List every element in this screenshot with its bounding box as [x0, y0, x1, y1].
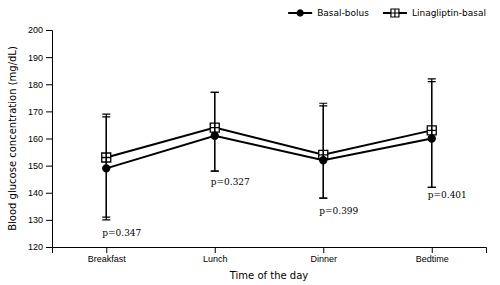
chart: 120 130 140 150 160 170 180 190 200 Breakfast Lunc… [0, 0, 500, 285]
error-bar-upper [102, 117, 110, 169]
legend-item: Basal-bolus [288, 8, 369, 18]
x-tick-mark [215, 247, 216, 253]
legend-marker [391, 9, 399, 17]
x-axis-title: Time of the day [229, 270, 309, 281]
y-tick: 160 [28, 134, 52, 144]
p-value: p=0.401 [428, 190, 467, 200]
y-tick-label: 170 [28, 107, 43, 117]
error-bar-lower [319, 160, 327, 198]
y-tick-mark [46, 139, 52, 140]
y-tick-label: 140 [28, 188, 43, 198]
y-axis-line [46, 31, 53, 248]
x-tick: Bedtime [416, 247, 449, 264]
y-tick: 170 [28, 107, 52, 117]
point [428, 135, 435, 142]
y-tick-mark [46, 247, 52, 248]
y-tick: 130 [28, 215, 52, 225]
error-bar-upper [319, 106, 327, 160]
error-bar-lower [428, 139, 436, 188]
x-tick: Dinner [310, 247, 337, 264]
y-tick-label: 190 [28, 53, 43, 63]
legend-label: Basal-bolus [317, 8, 369, 18]
x-axis: Breakfast Lunch Dinner Bedtime [53, 247, 487, 264]
error-bar-lower [102, 168, 110, 220]
error-bar-upper [211, 92, 219, 135]
x-tick-label: Breakfast [88, 254, 127, 264]
y-tick-mark [46, 30, 52, 31]
x-tick-label: Dinner [310, 254, 337, 264]
y-tick-label: 180 [28, 80, 43, 90]
point [320, 157, 327, 164]
legend-item: Linagliptin-basal [383, 8, 486, 18]
y-tick-mark [46, 220, 52, 221]
y-tick-mark [46, 57, 52, 58]
error-bar-lower [428, 130, 436, 187]
marks [102, 79, 437, 220]
x-axis-line [53, 248, 487, 254]
point [103, 165, 110, 172]
y-tick: 200 [28, 25, 52, 35]
x-tick-mark [432, 247, 433, 253]
y-tick-label: 150 [28, 161, 43, 171]
x-tick: Breakfast [88, 247, 127, 264]
p-value: p=0.399 [319, 206, 358, 216]
point [211, 132, 218, 139]
p-value: p=0.347 [102, 228, 141, 238]
series [102, 82, 436, 220]
x-tick-label: Bedtime [416, 254, 449, 264]
y-tick-label: 130 [28, 215, 43, 225]
y-tick: 180 [28, 80, 52, 90]
x-tick-mark [323, 247, 324, 253]
y-axis-title: Blood glucose concentration (mg/dL) [7, 46, 18, 231]
y-tick: 120 [28, 242, 52, 252]
series [102, 79, 437, 217]
plot: 120 130 140 150 160 170 180 190 200 Breakfast Lunc… [28, 25, 487, 264]
y-tick-label: 120 [28, 242, 43, 252]
y-tick-mark [46, 84, 52, 85]
x-tick-mark [106, 247, 107, 253]
y-tick-mark [46, 111, 52, 112]
p-value: p=0.327 [211, 177, 250, 187]
error-bar-upper [428, 82, 436, 139]
legend: Basal-bolus Linagliptin-basal [288, 8, 486, 18]
annotations: p=0.347 p=0.327 p=0.399 p=0.401 [102, 177, 467, 239]
x-tick-label: Lunch [203, 254, 228, 264]
y-tick: 190 [28, 53, 52, 63]
error-bar-lower [319, 155, 327, 198]
y-tick: 150 [28, 161, 52, 171]
y-tick-label: 160 [28, 134, 43, 144]
y-tick-label: 200 [28, 25, 43, 35]
y-tick: 140 [28, 188, 52, 198]
error-bar-lower [211, 128, 219, 171]
y-tick-mark [46, 166, 52, 167]
series-line [106, 136, 432, 169]
y-tick-mark [46, 193, 52, 194]
x-tick: Lunch [203, 247, 228, 264]
error-bar-lower [211, 136, 219, 171]
legend-marker [297, 10, 303, 16]
y-axis: 120 130 140 150 160 170 180 190 200 [28, 25, 53, 252]
legend-label: Linagliptin-basal [412, 8, 486, 18]
